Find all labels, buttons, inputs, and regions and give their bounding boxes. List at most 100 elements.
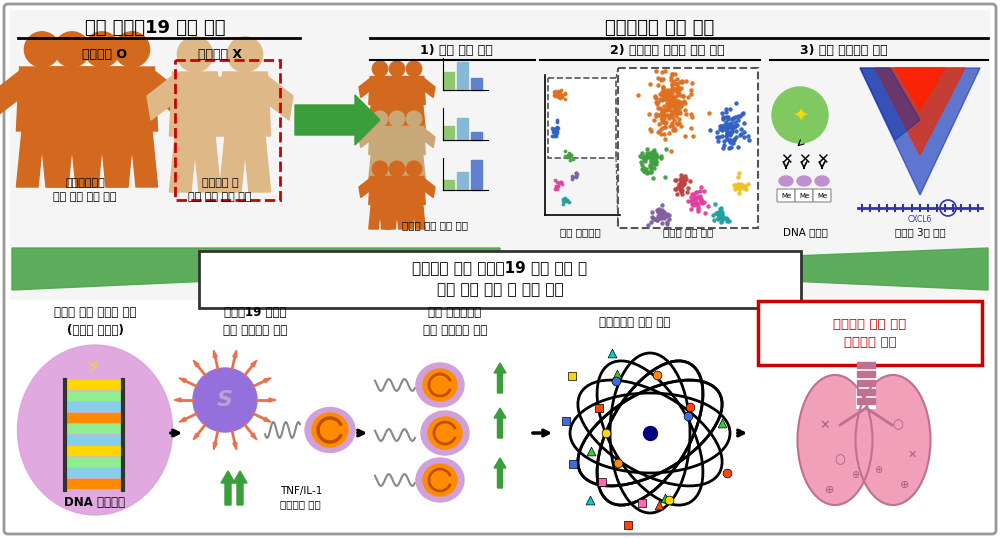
Point: [723, 138, 739, 147]
Point: [672, 185, 688, 193]
Point: [651, 205, 667, 214]
Point: [648, 159, 664, 168]
Point: [546, 91, 562, 100]
Point: [569, 169, 585, 178]
Point: [663, 99, 679, 108]
Bar: [65, 402, 123, 411]
Ellipse shape: [798, 375, 872, 505]
Text: 2) 단일세포 유전자 발현 분석: 2) 단일세포 유전자 발현 분석: [610, 44, 725, 56]
Point: [656, 88, 672, 96]
Point: [719, 216, 735, 225]
Point: [676, 180, 692, 188]
Point: [655, 85, 671, 94]
Polygon shape: [379, 204, 391, 229]
Point: [740, 132, 756, 140]
Polygon shape: [264, 378, 271, 383]
Point: [649, 152, 665, 161]
Point: [664, 80, 680, 89]
Polygon shape: [213, 76, 243, 120]
Point: [687, 195, 703, 204]
Point: [723, 143, 739, 151]
Point: [664, 89, 680, 97]
Point: [714, 215, 730, 224]
Text: ○: ○: [835, 454, 845, 466]
Point: [649, 370, 665, 379]
Polygon shape: [174, 398, 181, 402]
Text: 사이토카인 폭풍 발생: 사이토카인 폭풍 발생: [599, 315, 671, 329]
Ellipse shape: [856, 375, 930, 505]
Bar: [457, 118, 468, 140]
Point: [707, 199, 723, 208]
Point: [643, 157, 659, 166]
Point: [673, 179, 689, 188]
Point: [657, 89, 673, 97]
Point: [545, 125, 561, 134]
Point: [725, 114, 741, 122]
Point: [673, 181, 689, 189]
Polygon shape: [895, 68, 945, 110]
Point: [730, 111, 746, 120]
Point: [582, 496, 598, 505]
Point: [643, 155, 659, 164]
Polygon shape: [388, 178, 401, 197]
Point: [716, 121, 732, 129]
Point: [659, 95, 675, 103]
Point: [661, 112, 677, 121]
Point: [732, 183, 748, 192]
Point: [646, 148, 662, 157]
Circle shape: [389, 111, 405, 126]
Point: [557, 151, 573, 160]
Point: [660, 104, 676, 113]
Point: [653, 213, 669, 221]
Point: [549, 129, 565, 138]
Point: [656, 102, 672, 110]
Point: [667, 185, 683, 193]
Point: [718, 132, 734, 140]
Point: [735, 109, 751, 117]
Point: [672, 97, 688, 106]
FancyBboxPatch shape: [813, 189, 831, 202]
Point: [564, 174, 580, 183]
Point: [657, 173, 673, 181]
Point: [720, 115, 736, 123]
Text: TNF/IL-1
인터페론 감마: TNF/IL-1 인터페론 감마: [280, 486, 322, 509]
Text: 기저질환 없는 코로나19 환자 그룹 내
중증 진행 요인 및 기전 제시: 기저질환 없는 코로나19 환자 그룹 내 중증 진행 요인 및 기전 제시: [412, 260, 588, 298]
Text: 코로나19 감염시
과잉 염증반응 발생: 코로나19 감염시 과잉 염증반응 발생: [223, 307, 287, 337]
Point: [655, 83, 671, 91]
Polygon shape: [193, 360, 199, 367]
Polygon shape: [422, 128, 435, 147]
Polygon shape: [393, 178, 406, 197]
Bar: [457, 172, 468, 190]
Polygon shape: [219, 72, 271, 136]
Polygon shape: [197, 76, 227, 120]
Point: [634, 498, 650, 507]
Point: [712, 213, 728, 221]
Point: [642, 151, 658, 160]
Point: [544, 124, 560, 132]
Point: [659, 86, 675, 95]
Point: [641, 153, 657, 161]
Polygon shape: [264, 417, 271, 422]
Point: [723, 118, 739, 127]
Polygon shape: [376, 128, 389, 147]
Polygon shape: [359, 128, 372, 147]
Polygon shape: [396, 204, 408, 229]
Point: [730, 180, 746, 189]
Point: [555, 197, 571, 206]
Ellipse shape: [815, 176, 829, 186]
Polygon shape: [860, 68, 980, 195]
Circle shape: [372, 161, 388, 176]
Point: [682, 176, 698, 185]
Point: [690, 207, 706, 216]
Bar: [857, 398, 875, 404]
Point: [661, 211, 677, 220]
Polygon shape: [393, 78, 406, 97]
Point: [670, 87, 686, 96]
Point: [548, 126, 564, 134]
Point: [647, 92, 663, 101]
Ellipse shape: [428, 417, 462, 449]
Point: [646, 164, 662, 172]
Point: [658, 93, 674, 101]
Point: [642, 167, 658, 176]
Bar: [443, 72, 454, 90]
